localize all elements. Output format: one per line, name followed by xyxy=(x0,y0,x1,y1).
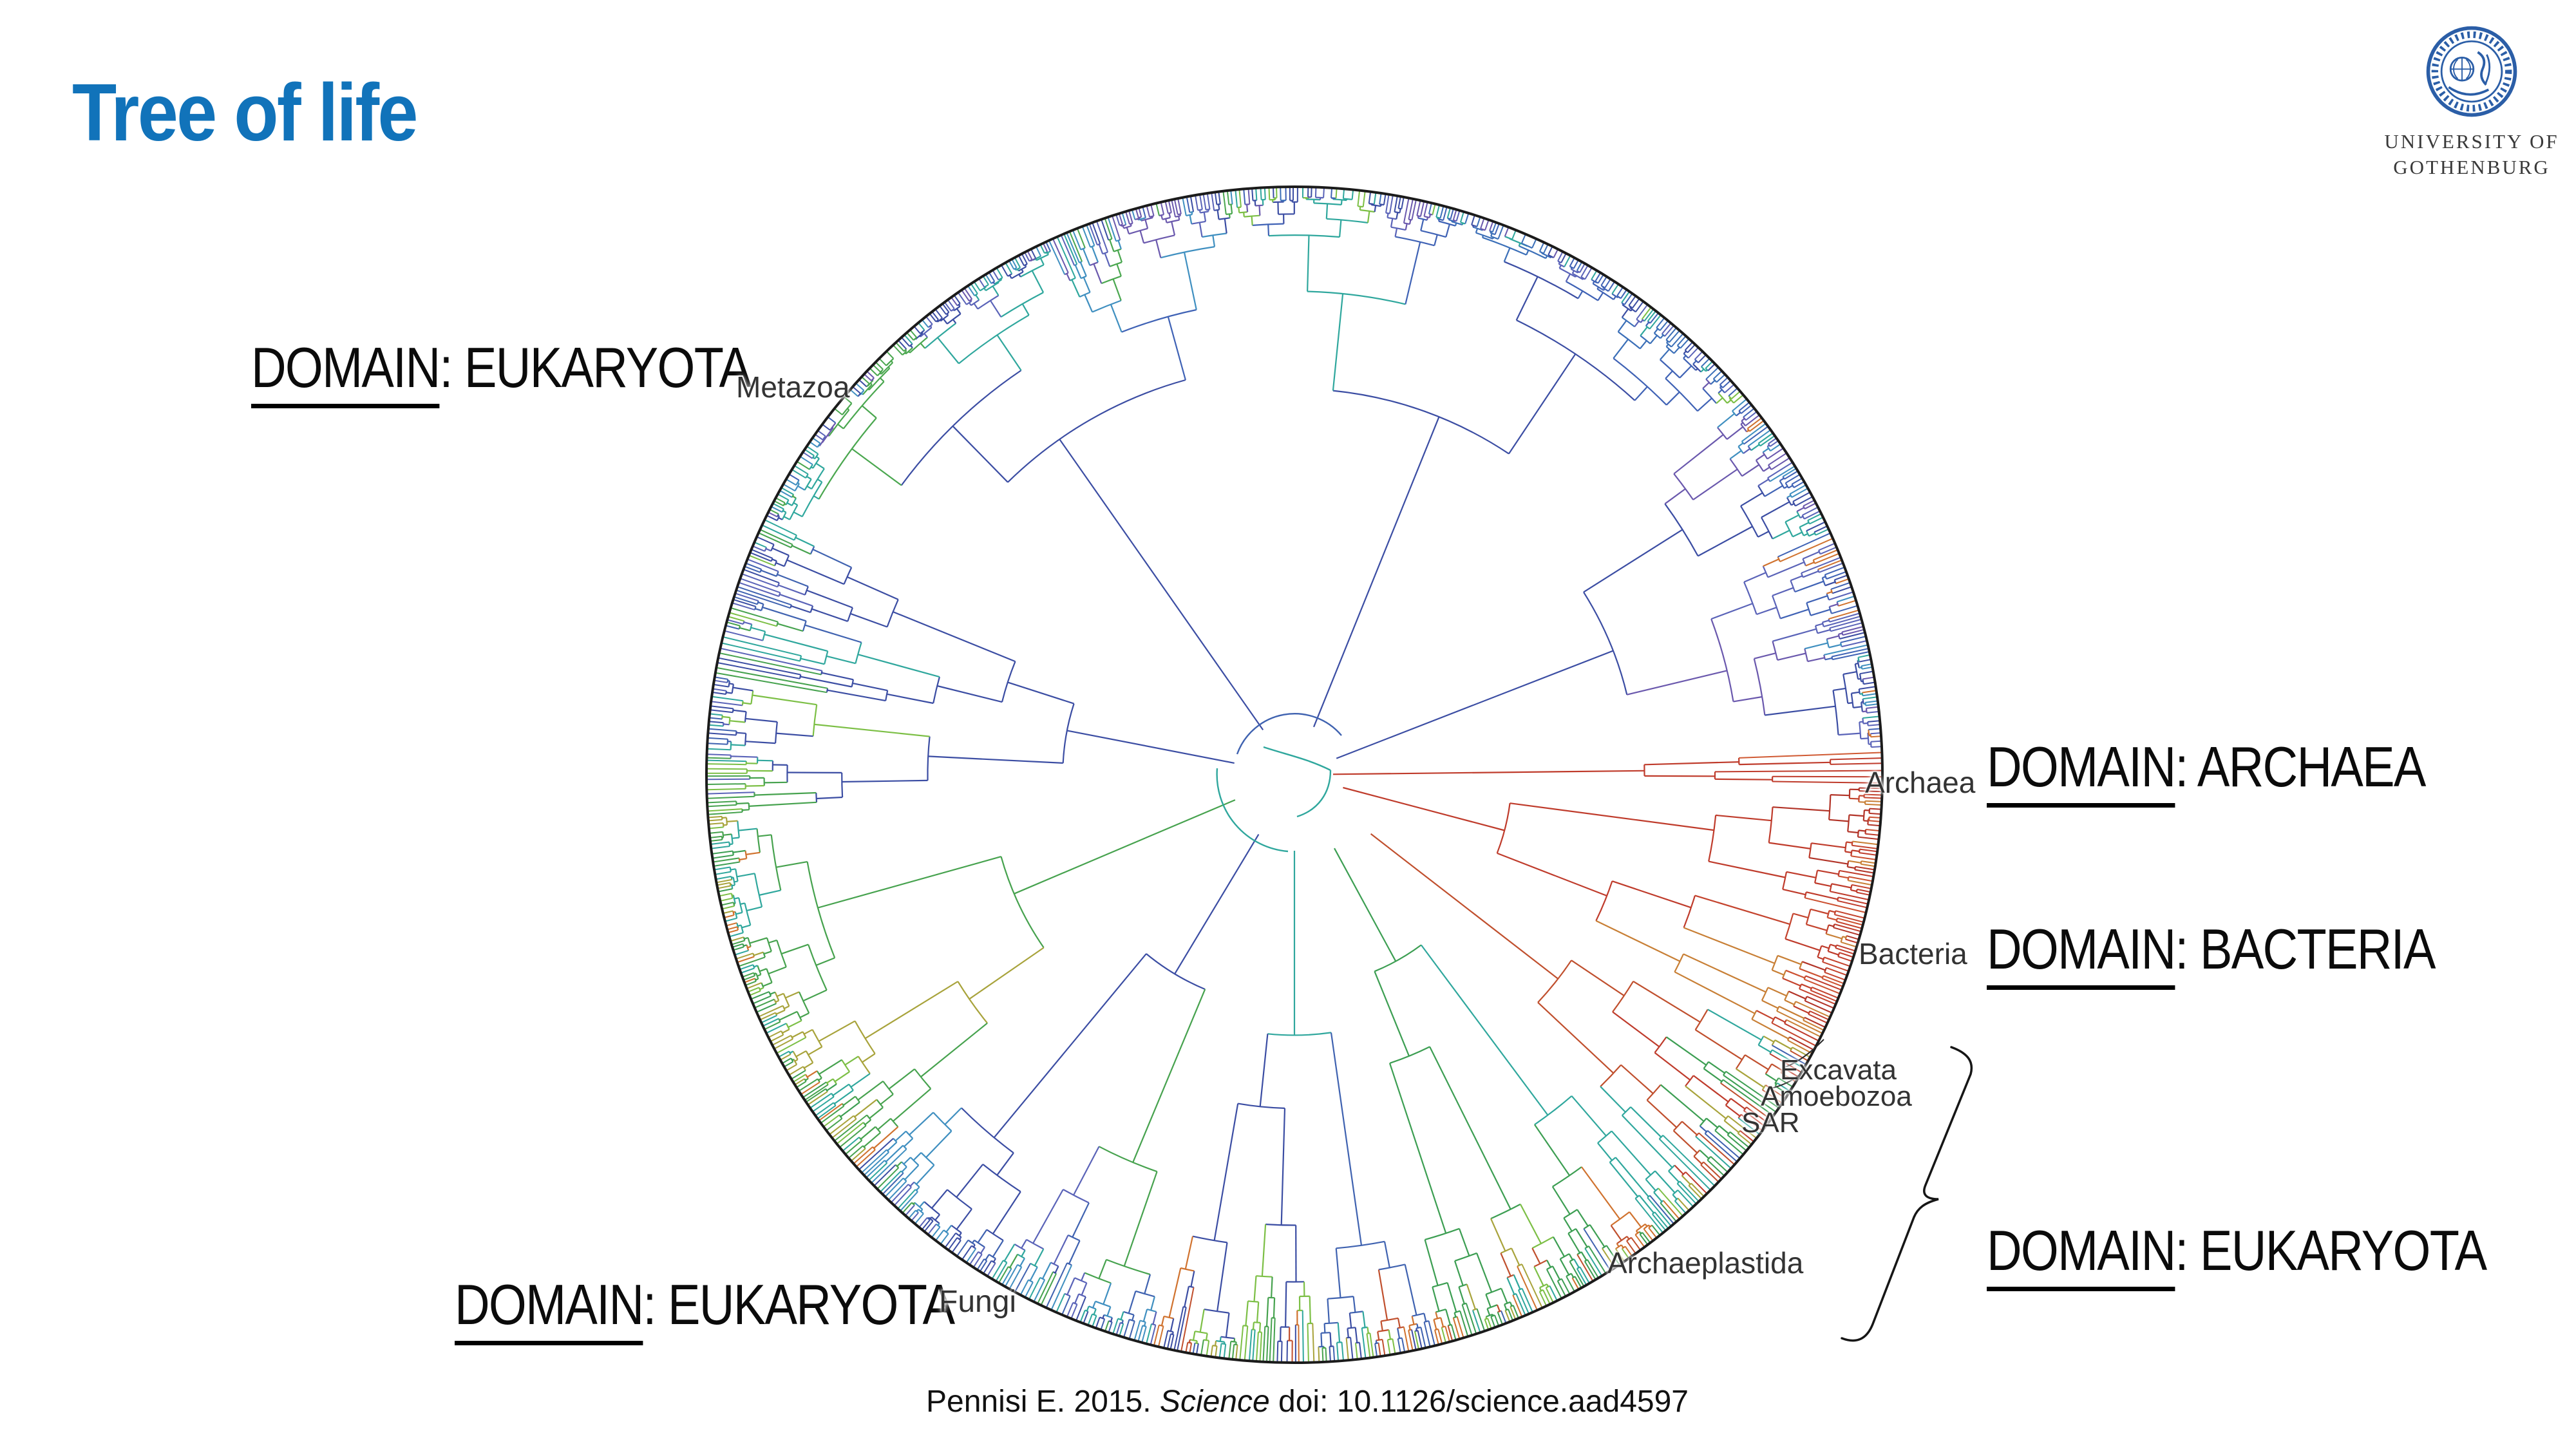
logo-text-line2: GOTHENBURG xyxy=(2393,156,2550,179)
citation-pre: Pennisi E. 2015. xyxy=(926,1385,1160,1419)
citation: Pennisi E. 2015. Science doi: 10.1126/sc… xyxy=(19,1383,2576,1421)
logo-text-line1: UNIVERSITY OF xyxy=(2384,130,2559,153)
domain-label-bacteria: DOMAIN: BACTERIA xyxy=(1987,917,2436,990)
clade-label-archaea: Archaea xyxy=(1865,766,1976,799)
citation-journal: Science xyxy=(1159,1385,1270,1419)
citation-post: doi: 10.1126/science.aad4597 xyxy=(1269,1385,1689,1419)
page-title: Tree of life xyxy=(72,67,418,158)
clade-label-bacteria: Bacteria xyxy=(1859,937,1967,971)
domain-label-eukaryota-right: DOMAIN: EUKARYOTA xyxy=(1987,1218,2487,1291)
domain-value: : EUKARYOTA xyxy=(439,336,752,399)
tree-outer-ring xyxy=(705,185,1884,1364)
domain-underlined-word: DOMAIN xyxy=(1987,735,2176,808)
eukaryota-group-bracket xyxy=(1841,1046,1973,1342)
domain-value: : EUKARYOTA xyxy=(643,1273,955,1336)
domain-value: : BACTERIA xyxy=(2175,917,2436,981)
domain-underlined-word: DOMAIN xyxy=(1987,1218,2176,1291)
domain-underlined-word: DOMAIN xyxy=(455,1273,644,1345)
clade-label-archaeplastida: Archaeplastida xyxy=(1607,1246,1804,1280)
domain-label-eukaryota-left: DOMAIN: EUKARYOTA xyxy=(251,336,752,408)
domain-underlined-word: DOMAIN xyxy=(251,336,440,408)
clade-label-sar: SAR xyxy=(1741,1107,1800,1139)
university-seal-icon xyxy=(2426,26,2517,117)
domain-label-eukaryota-bottom: DOMAIN: EUKARYOTA xyxy=(455,1273,955,1345)
clade-label-metazoa: Metazoa xyxy=(736,370,850,404)
clade-label-fungi: Fungi xyxy=(939,1285,1017,1319)
clade-label-amoebozoa: Amoebozoa xyxy=(1761,1081,1912,1112)
domain-value: : EUKARYOTA xyxy=(2175,1218,2487,1282)
domain-value: : ARCHAEA xyxy=(2175,735,2426,799)
university-logo: UNIVERSITY OF GOTHENBURG xyxy=(2362,23,2576,181)
clade-label-excavata: Excavata xyxy=(1780,1054,1897,1086)
domain-underlined-word: DOMAIN xyxy=(1987,917,2176,990)
domain-label-archaea: DOMAIN: ARCHAEA xyxy=(1987,735,2426,808)
